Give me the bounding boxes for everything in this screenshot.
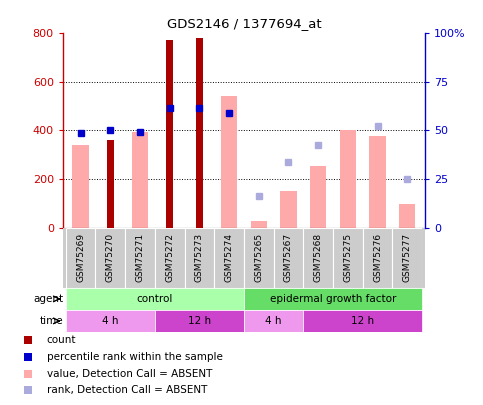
Text: GSM75274: GSM75274: [225, 233, 234, 282]
Bar: [167, 40, 173, 228]
Text: GSM75275: GSM75275: [343, 233, 352, 282]
Bar: [303, 228, 333, 288]
Bar: [107, 140, 114, 228]
Bar: [125, 228, 155, 288]
Bar: [303, 310, 422, 332]
Text: GSM75270: GSM75270: [106, 233, 115, 282]
Bar: [422, 228, 425, 288]
Text: GSM75269: GSM75269: [76, 233, 85, 282]
Text: rank, Detection Call = ABSENT: rank, Detection Call = ABSENT: [47, 386, 207, 395]
Text: control: control: [137, 294, 173, 304]
Text: GSM75272: GSM75272: [165, 233, 174, 282]
Text: 12 h: 12 h: [188, 316, 211, 326]
Bar: [185, 228, 214, 288]
Bar: [310, 166, 327, 228]
Bar: [244, 310, 303, 332]
Bar: [399, 204, 415, 228]
Bar: [72, 145, 89, 228]
Bar: [132, 132, 148, 228]
Bar: [244, 288, 422, 310]
Bar: [251, 221, 267, 228]
Text: count: count: [47, 335, 76, 345]
Text: GSM75268: GSM75268: [313, 233, 323, 282]
Bar: [155, 310, 244, 332]
Text: time: time: [40, 316, 63, 326]
Bar: [280, 191, 297, 228]
Bar: [66, 288, 244, 310]
Text: epidermal growth factor: epidermal growth factor: [270, 294, 396, 304]
Bar: [333, 228, 363, 288]
Bar: [66, 228, 96, 288]
Text: 4 h: 4 h: [102, 316, 118, 326]
Text: value, Detection Call = ABSENT: value, Detection Call = ABSENT: [47, 369, 212, 379]
Bar: [221, 96, 237, 228]
Bar: [340, 130, 356, 228]
Text: 4 h: 4 h: [265, 316, 282, 326]
Bar: [155, 228, 185, 288]
Bar: [96, 228, 125, 288]
Text: GSM75271: GSM75271: [136, 233, 144, 282]
Text: GSM75265: GSM75265: [254, 233, 263, 282]
Text: percentile rank within the sample: percentile rank within the sample: [47, 352, 223, 362]
Title: GDS2146 / 1377694_at: GDS2146 / 1377694_at: [167, 17, 321, 30]
Text: GSM75276: GSM75276: [373, 233, 382, 282]
Text: 12 h: 12 h: [351, 316, 374, 326]
Bar: [273, 228, 303, 288]
Text: agent: agent: [33, 294, 63, 304]
Bar: [363, 228, 392, 288]
Text: GSM75273: GSM75273: [195, 233, 204, 282]
Text: GSM75267: GSM75267: [284, 233, 293, 282]
Bar: [196, 38, 203, 228]
Bar: [244, 228, 273, 288]
Text: GSM75277: GSM75277: [403, 233, 412, 282]
Bar: [63, 228, 66, 288]
Bar: [66, 310, 155, 332]
Bar: [214, 228, 244, 288]
Bar: [369, 136, 386, 228]
Bar: [392, 228, 422, 288]
